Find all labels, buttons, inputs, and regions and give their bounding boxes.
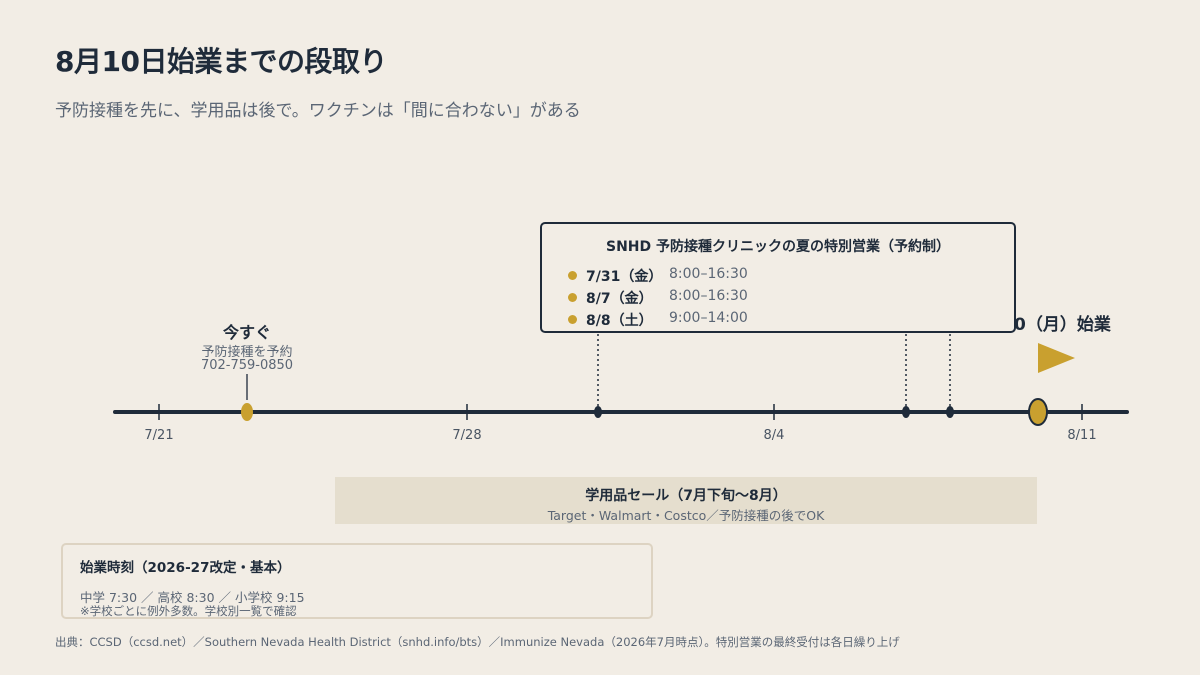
clinic-marker-7-31: [594, 406, 602, 418]
now-phone: 702-759-0850: [200, 358, 294, 373]
bullet-dot-icon: [568, 315, 577, 324]
flag-icon: [1038, 343, 1075, 373]
page-title: 8月10日始業までの段取り: [55, 45, 387, 78]
clinic-marker-8-8: [946, 406, 954, 418]
clinic-callout: SNHD 予防接種クリニックの夏の特別営業（予約制） 7/31（金） 8:00–…: [540, 222, 1016, 333]
page-subtitle: 予防接種を先に、学用品は後で。ワクチンは「間に合わない」がある: [55, 101, 581, 121]
tick-label-8-4: 8/4: [763, 428, 785, 443]
school-hours-note: ※学校ごとに例外多数。学校別一覧で確認: [80, 604, 297, 618]
bullet-dot-icon: [568, 293, 577, 302]
clinic-session-hours: 8:00–16:30: [669, 266, 748, 282]
sale-title: 学用品セール（7月下旬〜8月）: [585, 488, 787, 504]
source-note: 出典：CCSD（ccsd.net）／Southern Nevada Health…: [55, 635, 900, 649]
now-marker: [241, 403, 253, 421]
school-hours-times: 中学 7:30 ／ 高校 8:30 ／ 小学校 9:15: [80, 590, 305, 605]
sale-subtitle: Target・Walmart・Costco／予防接種の後でOK: [547, 508, 825, 523]
clinic-session-date: 8/8（土）: [586, 313, 653, 329]
clinic-session-date: 7/31（金）: [586, 269, 663, 285]
school-start-marker: [1028, 398, 1048, 426]
clinic-session-date: 8/7（金）: [586, 291, 653, 307]
tick-label-7-28: 7/28: [452, 428, 482, 443]
now-title: 今すぐ: [222, 323, 271, 342]
bullet-dot-icon: [568, 271, 577, 280]
clinic-title: SNHD 予防接種クリニックの夏の特別営業（予約制）: [605, 239, 950, 255]
clinic-session-hours: 9:00–14:00: [669, 310, 748, 326]
tick-label-7-21: 7/21: [144, 428, 174, 443]
tick-label-8-11: 8/11: [1067, 428, 1097, 443]
school-supplies-sale-band: 学用品セール（7月下旬〜8月） Target・Walmart・Costco／予防…: [335, 477, 1037, 524]
school-hours-box: 始業時刻（2026-27改定・基本） 中学 7:30 ／ 高校 8:30 ／ 小…: [61, 543, 653, 619]
now-action: 予防接種を予約: [201, 345, 293, 360]
clinic-session-hours: 8:00–16:30: [669, 288, 748, 304]
school-hours-title: 始業時刻（2026-27改定・基本）: [80, 560, 291, 576]
clinic-marker-8-7: [902, 406, 910, 418]
